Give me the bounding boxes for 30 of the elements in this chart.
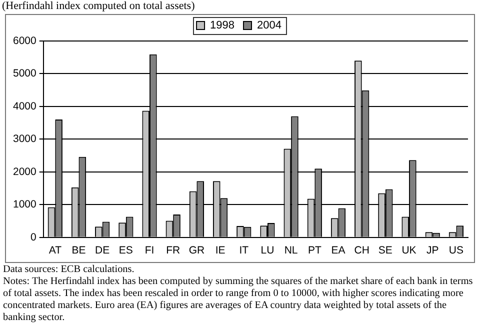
x-tick-label: FR bbox=[166, 244, 181, 257]
x-tick-label: EA bbox=[331, 244, 346, 257]
y-tick-label: 0 bbox=[30, 231, 37, 244]
text: Notes: The Herfindahl index has been computed by summing the squares of the market share of each bank in terms of total assets. The index has been rescaled in order to range from 0 to 10000, with higher scores indicating more concentrated markets. Euro area (EA) figures are averages of EA country data weighted by total assets of the banking sector. bbox=[3, 276, 474, 324]
x-tick-label: NL bbox=[284, 244, 298, 257]
x-tick-label: IE bbox=[215, 244, 226, 257]
x-tick-label: DE bbox=[95, 244, 110, 257]
y-tick-label: 1000 bbox=[13, 198, 37, 211]
x-tick-label: CH bbox=[354, 244, 370, 257]
x-tick-label: JP bbox=[426, 244, 439, 257]
y-tick-label: 4000 bbox=[13, 100, 37, 112]
legend-label: 2004 bbox=[257, 20, 282, 32]
x-tick-label: UK bbox=[402, 244, 416, 257]
y-tick-label: 6000 bbox=[13, 34, 37, 47]
legend-label: 1998 bbox=[210, 20, 235, 32]
y-tick-label: 3000 bbox=[13, 133, 37, 146]
y-tick-label: 2000 bbox=[13, 166, 37, 178]
chart-title: (Herfindahl index computed on total assets) bbox=[2, 0, 195, 13]
x-tick-label: SE bbox=[378, 244, 392, 257]
y-tick-label: 5000 bbox=[13, 68, 37, 80]
text: Data sources: ECB calculations. bbox=[3, 264, 136, 276]
x-tick-label: GR bbox=[188, 244, 205, 257]
x-tick-label: AT bbox=[48, 244, 62, 257]
x-tick-label: ES bbox=[118, 244, 133, 257]
x-tick-label: LU bbox=[260, 244, 274, 257]
x-tick-label: IT bbox=[239, 244, 250, 257]
x-tick-label: FI bbox=[144, 244, 154, 257]
x-tick-label: PT bbox=[308, 244, 322, 257]
x-tick-label: US bbox=[448, 244, 464, 257]
x-tick-label: BE bbox=[72, 244, 86, 257]
